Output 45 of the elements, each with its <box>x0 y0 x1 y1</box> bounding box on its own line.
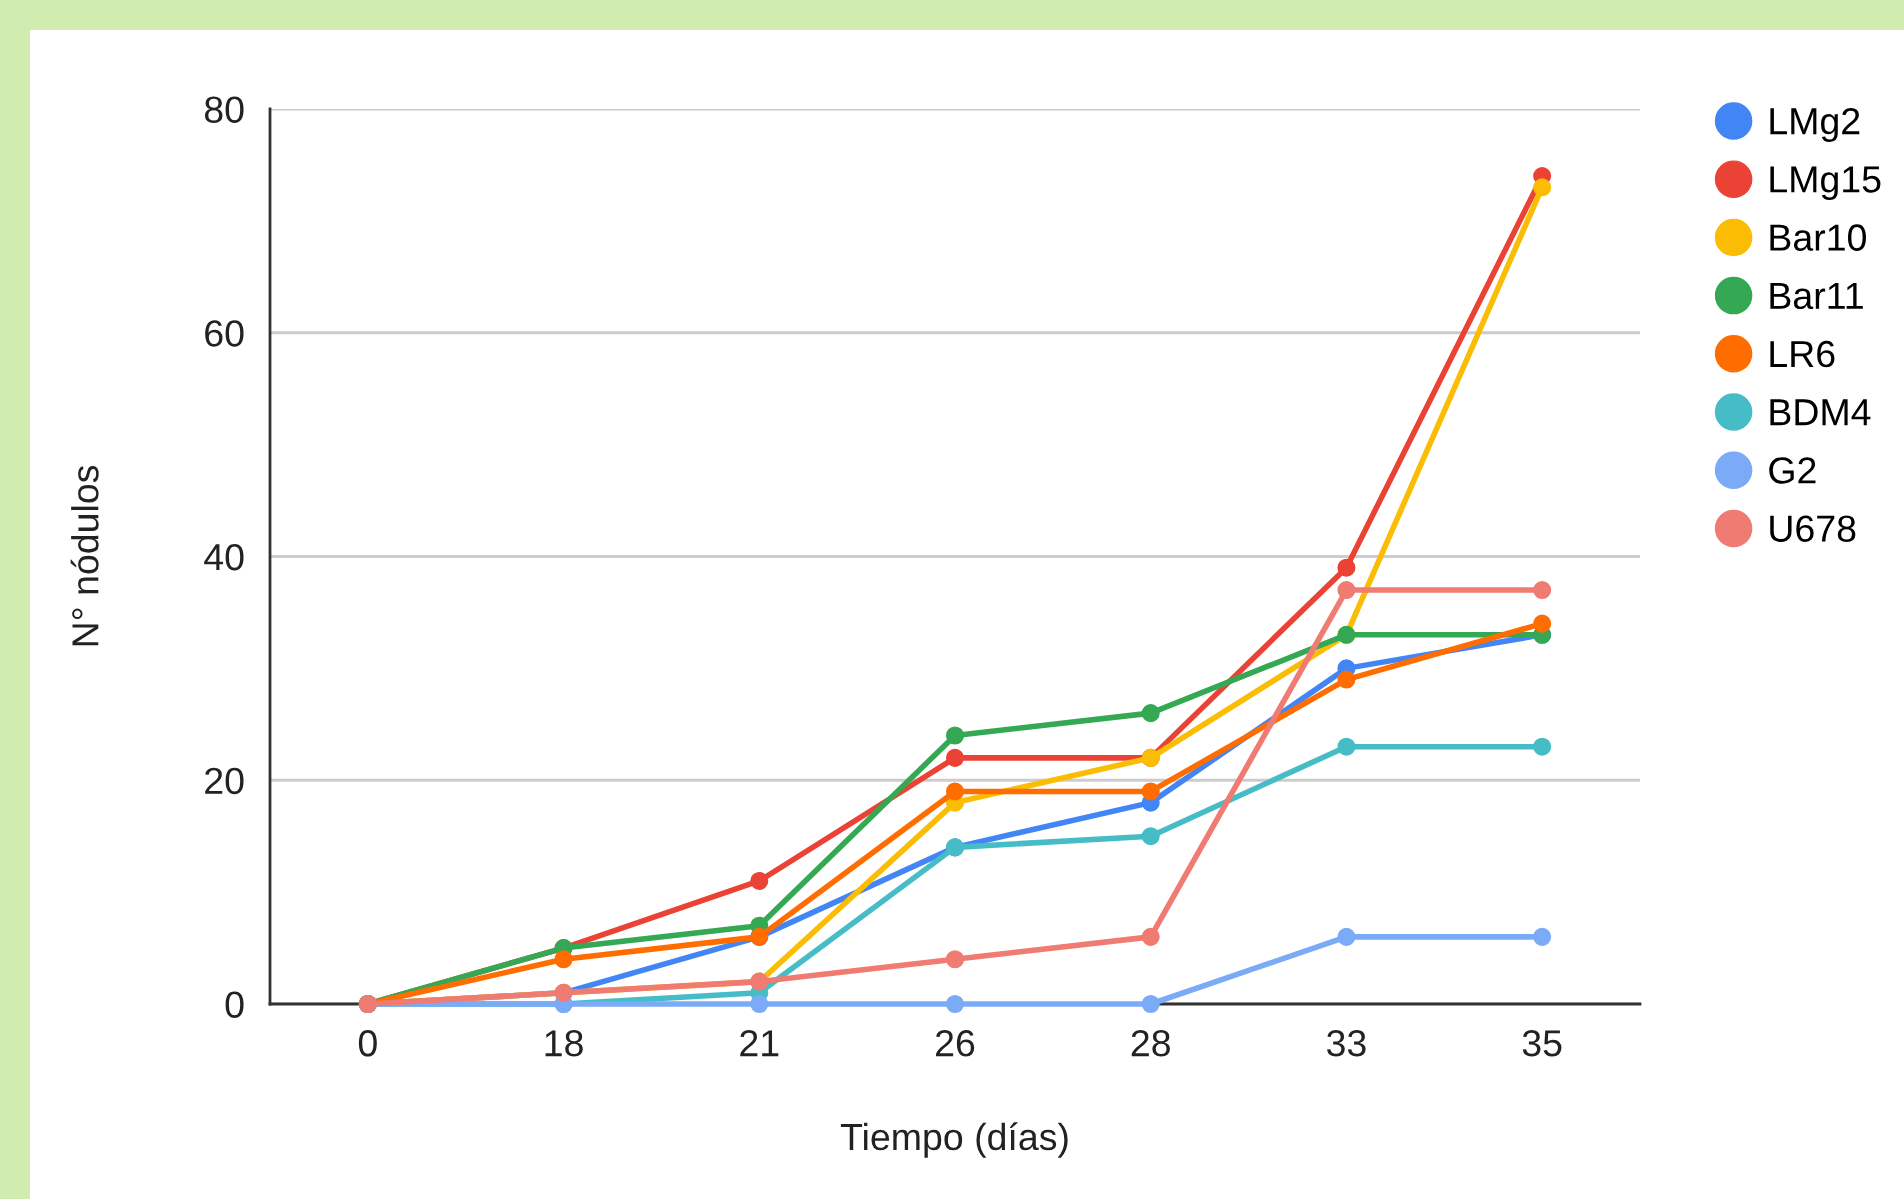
point <box>1337 670 1356 689</box>
point <box>945 782 965 801</box>
point <box>945 726 965 745</box>
point <box>945 950 965 969</box>
point <box>1141 704 1160 723</box>
legend-label: LMg2 <box>1770 107 1860 142</box>
legend-label: LMg15 <box>1770 166 1881 201</box>
x-tick-label: 18 <box>545 1029 583 1057</box>
legend-label: LR6 <box>1770 340 1835 368</box>
legend-label: BDM4 <box>1770 399 1871 426</box>
point <box>750 994 769 1014</box>
point <box>945 748 965 767</box>
point <box>1141 994 1160 1014</box>
point <box>1533 178 1552 197</box>
point <box>1533 614 1552 633</box>
point <box>1337 927 1356 946</box>
y-tick-label: 20 <box>205 767 244 795</box>
y-axis-title: N° nódulos <box>70 465 99 646</box>
legend-label: Bar11 <box>1770 282 1863 310</box>
x-axis-title: Tiempo (días) <box>840 1122 1068 1158</box>
point <box>1141 927 1160 946</box>
point <box>1141 827 1160 846</box>
point <box>1337 737 1356 756</box>
point <box>750 871 769 890</box>
point <box>554 950 573 969</box>
x-tick-label: 26 <box>936 1029 975 1057</box>
point <box>945 994 965 1014</box>
point <box>1141 782 1160 801</box>
y-tick-label: 60 <box>205 320 244 347</box>
x-tick-label: 33 <box>1327 1029 1366 1057</box>
point <box>1533 581 1552 600</box>
legend-label: G2 <box>1769 457 1816 484</box>
x-tick-label: 35 <box>1522 1029 1562 1057</box>
x-tick-label: 28 <box>1131 1029 1170 1057</box>
point <box>1533 927 1552 946</box>
point <box>1337 581 1356 600</box>
point <box>1533 737 1552 756</box>
x-tick-label: 0 <box>358 1029 377 1057</box>
y-tick-label: 80 <box>204 96 244 123</box>
legend-label: U678 <box>1770 515 1856 542</box>
legend-label: Bar10 <box>1770 224 1866 251</box>
point <box>1337 558 1356 577</box>
y-tick-label: 40 <box>204 543 244 571</box>
x-tick-label: 21 <box>740 1029 779 1057</box>
y-tick-label: 0 <box>225 991 244 1018</box>
